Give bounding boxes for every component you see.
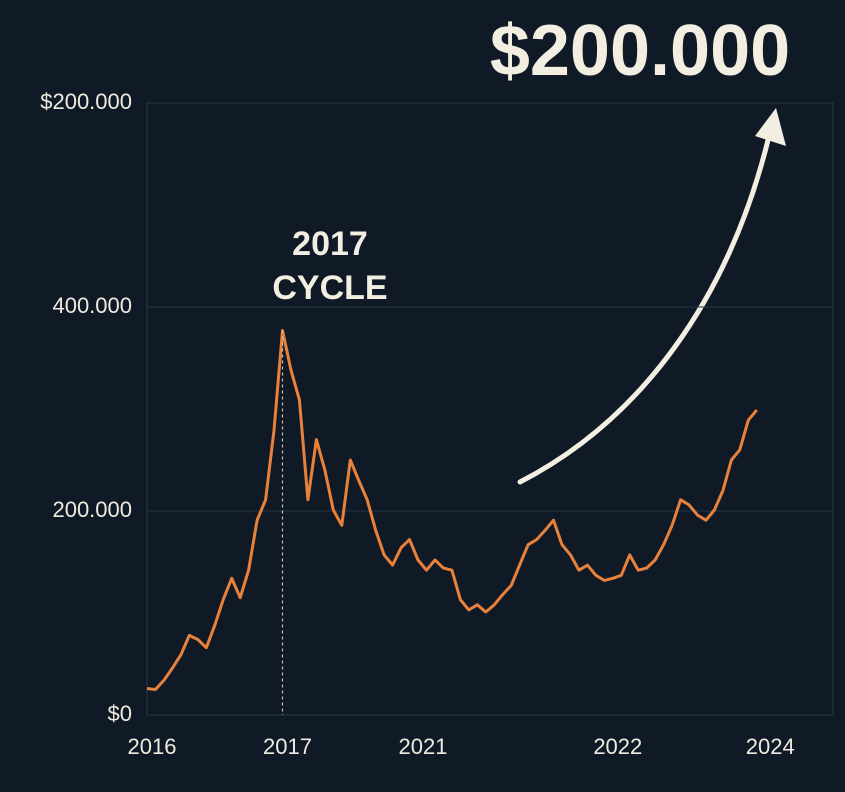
plot-frame	[146, 102, 834, 716]
x-tick-label: 2021	[399, 734, 448, 759]
x-tick-label: 2016	[128, 734, 177, 759]
y-tick-label: 400.000	[52, 293, 132, 318]
annotation: 2017 CYCLE	[272, 225, 388, 307]
y-tick-label: $0	[108, 701, 132, 726]
x-tick-label: 2022	[593, 734, 642, 759]
y-tick-label: $200.000	[40, 89, 132, 114]
arrow-head	[755, 108, 786, 146]
arrow	[517, 129, 773, 485]
chart-title: $200.000	[489, 11, 791, 91]
y-tick-label: 200.000	[52, 497, 132, 522]
x-tick-label: 2024	[746, 734, 795, 759]
price-line	[146, 329, 758, 691]
x-tick-label: 2017	[263, 734, 312, 759]
